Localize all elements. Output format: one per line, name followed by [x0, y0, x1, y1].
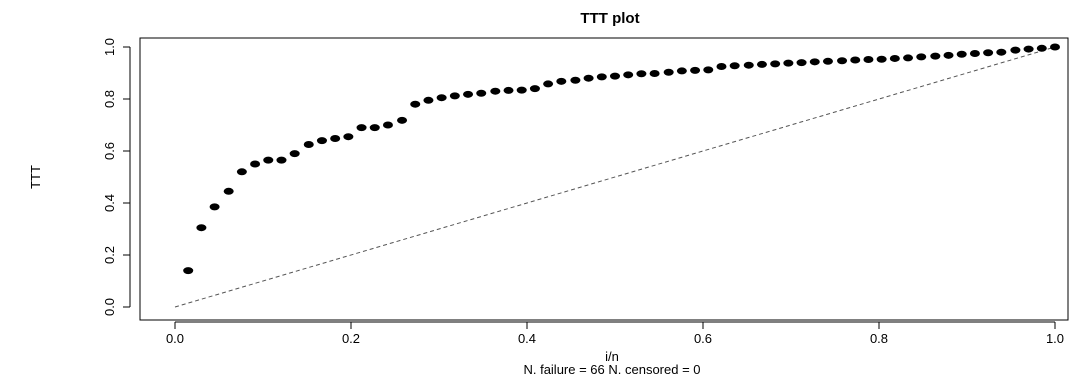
data-point — [196, 224, 207, 232]
data-point — [969, 50, 980, 57]
data-point — [930, 52, 941, 60]
data-point — [1010, 46, 1021, 54]
data-point — [236, 168, 247, 176]
data-point — [476, 89, 487, 97]
data-point — [889, 54, 900, 62]
y-tick-label: 0.4 — [102, 194, 117, 212]
data-point — [410, 100, 421, 108]
y-tick-label: 0.8 — [102, 90, 117, 108]
plot-area-box — [139, 37, 1069, 321]
data-point — [996, 48, 1007, 56]
y-tick-label: 0.2 — [102, 246, 117, 264]
data-point — [770, 60, 781, 68]
data-point — [449, 92, 460, 100]
data-point — [263, 156, 274, 164]
data-point — [610, 72, 620, 80]
data-point — [943, 51, 954, 59]
data-point — [756, 60, 767, 68]
x-tick-label: 0.8 — [870, 331, 888, 346]
data-point — [956, 50, 967, 58]
data-point — [289, 150, 300, 158]
x-tick-label: 0.2 — [342, 331, 360, 346]
data-point — [503, 86, 514, 94]
data-point — [543, 80, 554, 88]
y-axis-label: TTT — [28, 165, 43, 189]
y-tick-label: 1.0 — [102, 38, 117, 56]
data-point — [276, 156, 287, 164]
y-tick-label: 0.0 — [102, 298, 117, 316]
data-point — [556, 77, 567, 85]
data-point — [663, 68, 674, 76]
data-point — [343, 133, 354, 141]
data-point — [223, 187, 234, 195]
data-point — [1023, 45, 1034, 53]
chart-subtitle: N. failure = 66 N. censored = 0 — [523, 362, 700, 377]
data-point — [690, 66, 701, 74]
data-point — [209, 203, 220, 211]
data-point — [583, 74, 594, 82]
x-tick-label: 1.0 — [1046, 331, 1064, 346]
data-point — [369, 124, 380, 132]
data-point — [570, 76, 581, 84]
data-point — [423, 96, 434, 104]
y-tick-label: 0.6 — [102, 142, 117, 160]
x-axis-label: i/n — [605, 349, 619, 364]
reference-diagonal-line — [174, 46, 1056, 308]
data-point — [837, 57, 848, 65]
x-axis-ticks: 0.0 0.2 0.4 0.6 0.8 1.0 — [166, 322, 1064, 346]
data-point — [903, 54, 914, 62]
data-point — [316, 137, 327, 145]
data-point — [983, 49, 994, 57]
x-tick-label: 0.6 — [694, 331, 712, 346]
data-point — [516, 86, 527, 94]
data-point — [356, 124, 367, 132]
data-point — [183, 267, 194, 275]
data-point — [636, 70, 647, 78]
data-point — [397, 116, 408, 124]
y-axis-ticks: 0.0 0.2 0.4 0.6 0.8 1.0 — [102, 38, 130, 316]
data-point — [529, 85, 540, 93]
data-point — [676, 67, 687, 75]
data-point — [1050, 43, 1060, 51]
data-point — [436, 94, 447, 102]
data-point — [382, 121, 393, 129]
data-point — [822, 57, 833, 65]
data-point — [716, 63, 727, 70]
data-point — [876, 55, 887, 63]
data-point — [916, 53, 927, 61]
data-point — [1036, 44, 1047, 52]
data-point — [743, 61, 754, 69]
data-point — [330, 135, 341, 143]
data-point — [250, 160, 261, 168]
x-tick-label: 0.4 — [518, 331, 536, 346]
data-point — [850, 56, 861, 64]
data-point — [596, 73, 607, 81]
data-point — [303, 141, 314, 148]
data-point — [809, 58, 820, 66]
data-point — [863, 55, 874, 63]
x-tick-label: 0.0 — [166, 331, 184, 346]
data-points — [183, 43, 1060, 275]
data-point — [649, 70, 660, 78]
chart-title: TTT plot — [580, 10, 639, 27]
data-point — [463, 90, 474, 98]
data-point — [783, 59, 794, 67]
data-point — [490, 87, 501, 95]
data-point — [623, 71, 634, 79]
data-point — [796, 59, 807, 67]
data-point — [729, 62, 740, 70]
data-point — [703, 66, 714, 74]
